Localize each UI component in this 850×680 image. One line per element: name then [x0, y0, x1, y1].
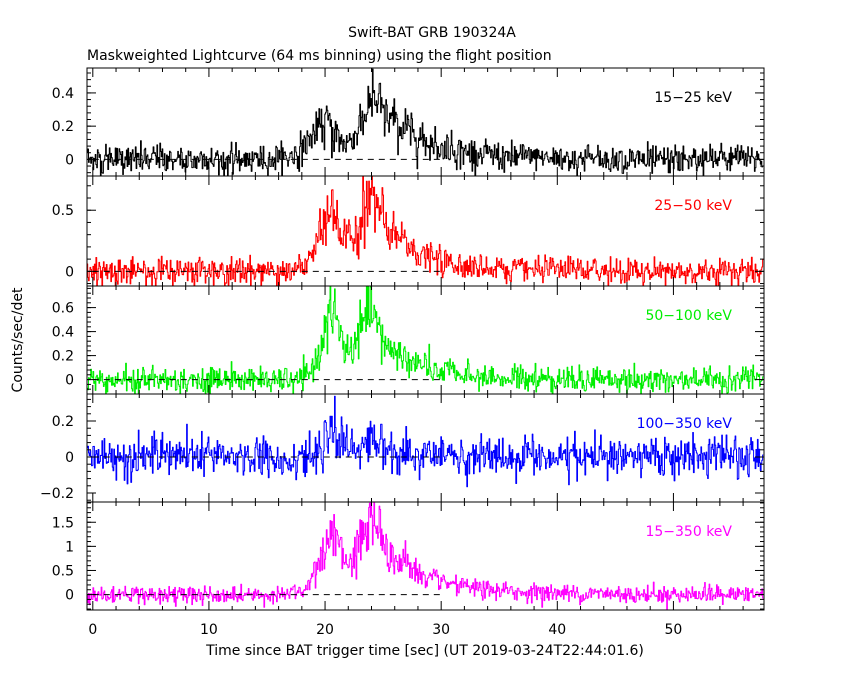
x-axis-label: Time since BAT trigger time [sec] (UT 20… [205, 643, 644, 659]
panel-25-50-kev: 0 0.5 25−50 keV [52, 175, 765, 287]
panel-100-350-kev-y-tick-label: 0.2 [52, 414, 74, 430]
panel-25-50-kev-series-line [87, 176, 764, 286]
panel-25-50-kev-y-tick-label: 0.5 [52, 203, 74, 219]
panel-15-25-kev-y-tick-label: 0 [65, 152, 74, 168]
panel-15-350-kev: 0 0.5 1 1.5 15−350 keV [52, 501, 765, 611]
chart-subtitle: Maskweighted Lightcurve (64 ms binning) … [87, 48, 552, 64]
panel-15-25-kev-series-line [87, 68, 764, 176]
panel-15-25-kev-energy-label: 15−25 keV [654, 90, 732, 106]
panel-15-350-kev-energy-label: 15−350 keV [645, 524, 732, 540]
x-tick-label: 10 [200, 622, 218, 638]
panel-15-350-kev-y-tick-label: 0 [65, 588, 74, 604]
panel-50-100-kev-series-line [87, 286, 764, 394]
panel-15-25-kev-y-tick-label: 0.2 [52, 119, 74, 135]
panel-50-100-kev-y-tick-label: 0.2 [52, 349, 74, 365]
x-tick-label: 0 [88, 622, 97, 638]
x-tick-label: 20 [316, 622, 334, 638]
panel-100-350-kev: −0.2 0 0.2 100−350 keV [40, 393, 765, 503]
panel-25-50-kev-energy-label: 25−50 keV [654, 198, 732, 214]
x-tick-label: 30 [432, 622, 450, 638]
panel-50-100-kev-frame [86, 285, 765, 395]
panel-50-100-kev-y-tick-label: 0.4 [52, 325, 74, 341]
x-tick-label: 50 [665, 622, 683, 638]
panel-50-100-kev-y-tick-label: 0 [65, 373, 74, 389]
panel-25-50-kev-y-tick-label: 0 [65, 264, 74, 280]
panel-15-350-kev-y-tick-label: 1 [65, 539, 74, 555]
panel-50-100-kev-y-tick-label: 0.6 [52, 301, 74, 317]
panel-50-100-kev-energy-label: 50−100 keV [645, 308, 732, 324]
panel-15-25-kev-y-tick-label: 0.4 [52, 86, 74, 102]
panels-group: 0 0.2 0.4 15−25 keV 0 0.5 25−50 keV 0 0.2 0.4 0.6 5… [40, 67, 765, 611]
chart-title: Swift-BAT GRB 190324A [348, 25, 516, 41]
panel-15-350-kev-y-tick-label: 0.5 [52, 563, 74, 579]
panel-50-100-kev: 0 0.2 0.4 0.6 50−100 keV [52, 285, 765, 395]
panel-100-350-kev-energy-label: 100−350 keV [637, 416, 733, 432]
panel-100-350-kev-series-line [87, 395, 764, 488]
panel-100-350-kev-y-tick-label: 0 [65, 450, 74, 466]
x-axis: 0 10 20 30 40 50 [88, 622, 682, 638]
y-axis-label: Counts/sec/det [10, 287, 26, 392]
panel-15-25-kev: 0 0.2 0.4 15−25 keV [52, 67, 765, 177]
panel-15-350-kev-y-tick-label: 1.5 [52, 515, 74, 531]
panel-15-350-kev-series-line [87, 502, 764, 610]
x-tick-label: 40 [548, 622, 566, 638]
panel-100-350-kev-y-tick-label: −0.2 [40, 486, 74, 502]
